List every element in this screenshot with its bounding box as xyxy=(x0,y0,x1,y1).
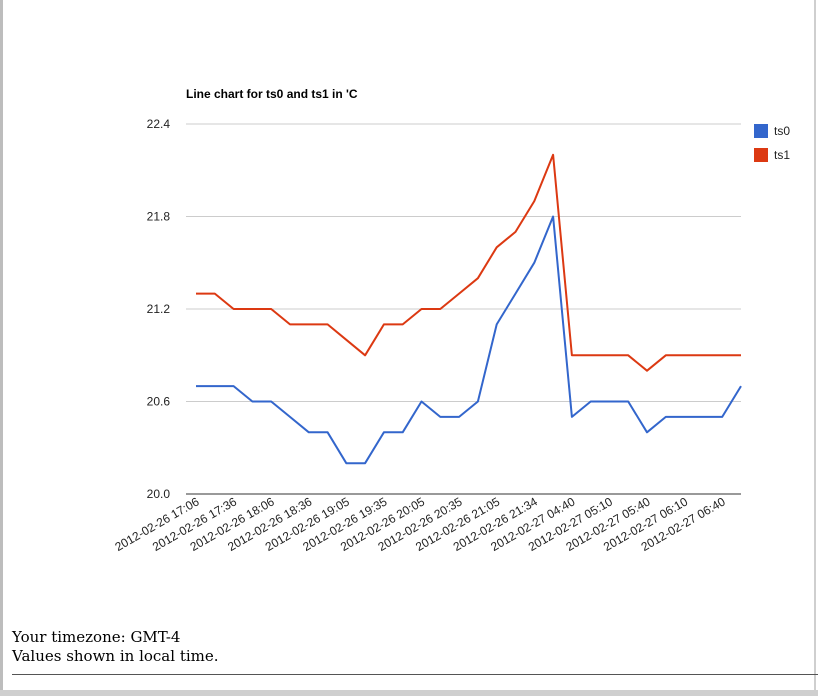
y-tick-label: 22.4 xyxy=(147,117,171,131)
local-time-note: Values shown in local time. xyxy=(12,647,219,665)
chart-title: Line chart for ts0 and ts1 in 'C xyxy=(186,87,358,101)
legend-label-ts1: ts1 xyxy=(774,148,790,162)
legend-label-ts0: ts0 xyxy=(774,124,790,138)
legend-swatch-ts1 xyxy=(754,148,768,162)
series-line-ts1 xyxy=(196,153,741,372)
legend: ts0 ts1 xyxy=(754,124,790,162)
y-tick-label: 21.2 xyxy=(147,302,171,316)
window-bottom-border xyxy=(0,690,818,696)
y-axis-ticks: 22.4 21.8 21.2 20.6 20.0 xyxy=(147,117,171,501)
footer-divider xyxy=(12,674,818,675)
y-tick-label: 20.0 xyxy=(147,487,171,501)
series-line-ts0 xyxy=(196,215,742,465)
window-right-border xyxy=(814,0,816,690)
window-left-border xyxy=(0,0,3,690)
gridlines xyxy=(186,123,741,495)
timezone-text: Your timezone: GMT-4 xyxy=(12,628,181,646)
y-tick-label: 20.6 xyxy=(147,395,171,409)
legend-swatch-ts0 xyxy=(754,124,768,138)
y-tick-label: 21.8 xyxy=(147,210,171,224)
footer-info: Your timezone: GMT-4 Values shown in loc… xyxy=(12,628,219,666)
line-chart: Line chart for ts0 and ts1 in 'C 22.4 21.… xyxy=(112,87,790,554)
series-lines xyxy=(196,153,742,465)
